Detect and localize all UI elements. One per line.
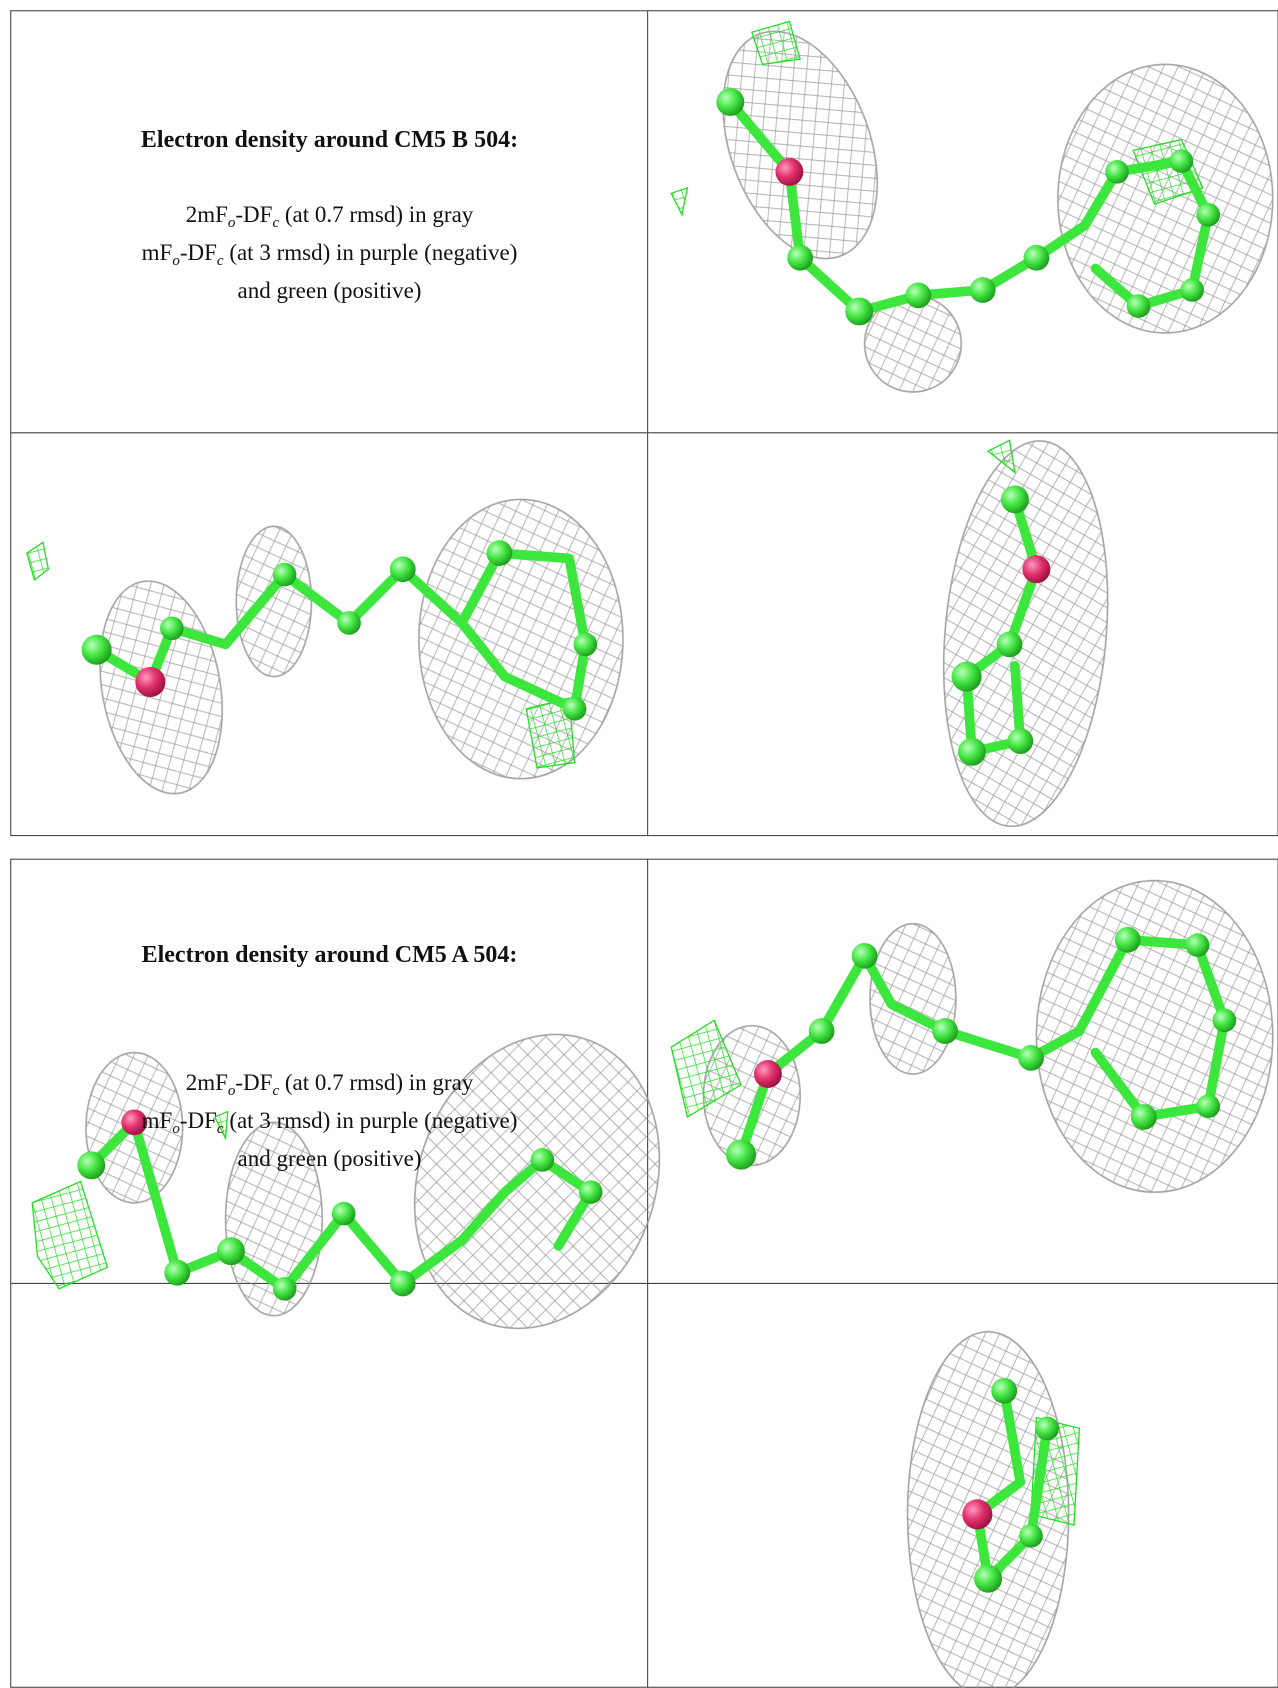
section-text: Electron density around CM5 A 504: 2mFo-… xyxy=(11,942,648,1178)
page: Electron density around CM5 B 504: 2mFo-… xyxy=(0,0,1278,1688)
section-text: Electron density around CM5 B 504: 2mFo-… xyxy=(11,127,648,310)
text: (at 3 rmsd) in purple (negative) xyxy=(224,240,518,265)
text: -DF xyxy=(180,240,217,265)
subscript: o xyxy=(172,1121,180,1137)
legend-line: and green (positive) xyxy=(11,272,648,310)
text: (at 0.7 rmsd) in gray xyxy=(279,1070,473,1095)
legend-line: and green (positive) xyxy=(11,1140,648,1178)
text: (at 0.7 rmsd) in gray xyxy=(279,202,473,227)
text: 2mF xyxy=(186,202,228,227)
subscript: o xyxy=(172,253,180,269)
text: -DF xyxy=(235,1070,272,1095)
section-title: Electron density around CM5 A 504: xyxy=(11,942,648,969)
text: and green (positive) xyxy=(238,278,422,303)
legend-line: 2mFo-DFc (at 0.7 rmsd) in gray xyxy=(11,1064,648,1102)
text: and green (positive) xyxy=(238,1146,422,1171)
text: (at 3 rmsd) in purple (negative) xyxy=(224,1108,518,1133)
legend-line: 2mFo-DFc (at 0.7 rmsd) in gray xyxy=(11,196,648,234)
text: mF xyxy=(142,1108,173,1133)
legend-line: mFo-DFc (at 3 rmsd) in purple (negative) xyxy=(11,234,648,272)
text: 2mF xyxy=(186,1070,228,1095)
subscript: c xyxy=(217,253,224,269)
text: mF xyxy=(142,240,173,265)
text: -DF xyxy=(235,202,272,227)
section-title: Electron density around CM5 B 504: xyxy=(11,127,648,154)
atoms xyxy=(77,88,1236,1593)
text: -DF xyxy=(180,1108,217,1133)
molecules xyxy=(91,102,1224,1579)
legend-line: mFo-DFc (at 3 rmsd) in purple (negative) xyxy=(11,1102,648,1140)
subscript: c xyxy=(217,1121,224,1137)
